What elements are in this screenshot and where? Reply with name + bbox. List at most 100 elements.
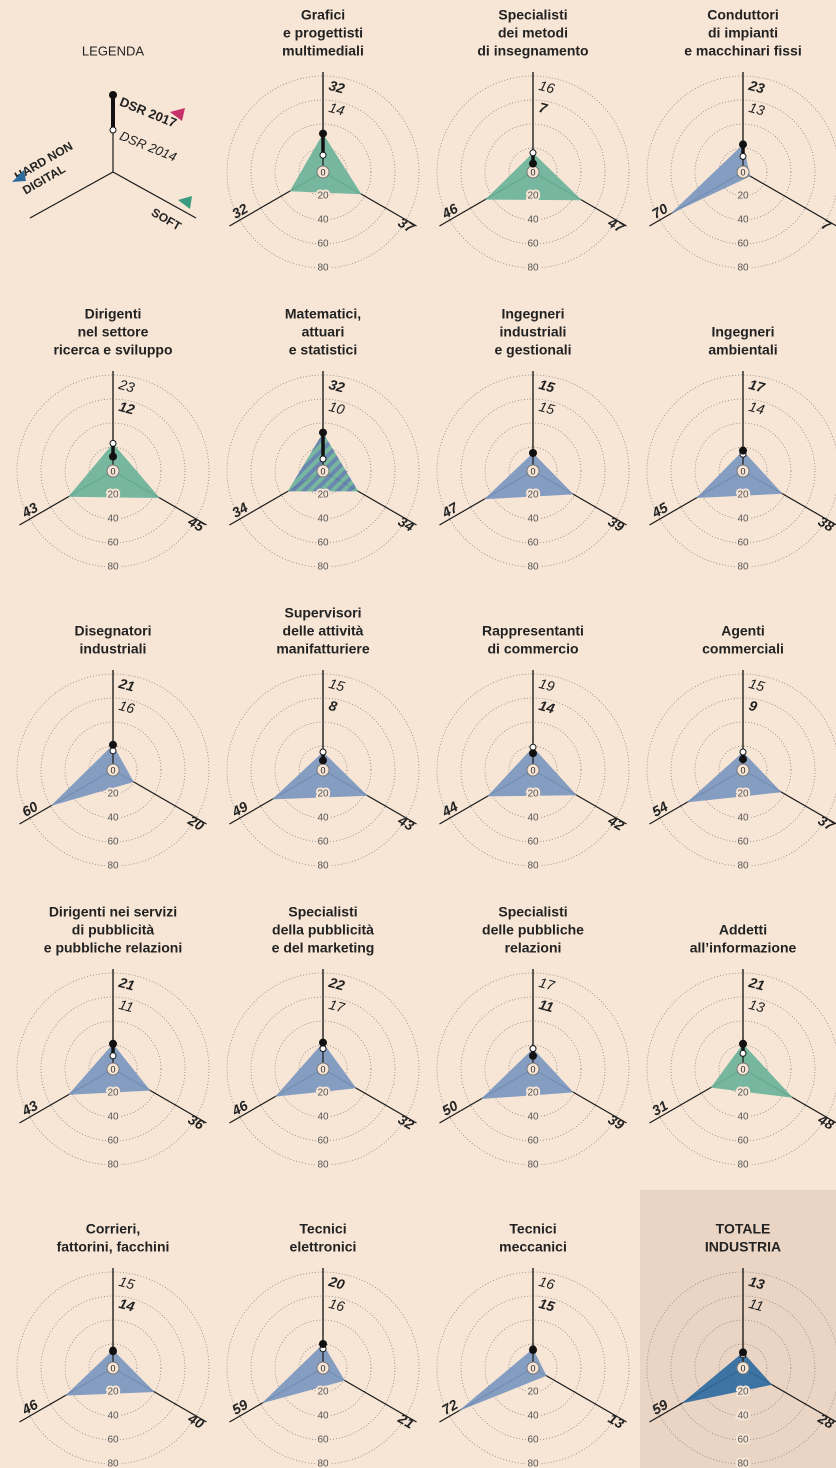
ring-label: 80 — [737, 1459, 749, 1468]
ring-label: 60 — [317, 1136, 329, 1147]
label-2017: 21 — [116, 675, 136, 695]
label-hard: 59 — [649, 1396, 671, 1418]
label-hard: 43 — [18, 1097, 41, 1119]
ring — [40, 996, 186, 1142]
label-2014: 16 — [117, 697, 136, 717]
ring — [88, 1044, 138, 1094]
legend-marker — [170, 108, 185, 121]
chart-title: e gestionali — [494, 342, 571, 358]
radar-area — [681, 1352, 773, 1404]
ring — [460, 398, 606, 544]
ring — [16, 972, 210, 1166]
radar-area — [710, 1043, 793, 1098]
chart-title: Ingegneri — [501, 306, 564, 322]
radar-chart: Grafici e progettisti multimediali 0 20 40 60 8… — [226, 7, 420, 276]
ring — [508, 1343, 558, 1393]
chart-title: Grafici — [301, 7, 345, 23]
chart-title: Tecnici — [509, 1221, 556, 1237]
chart-title: Agenti — [721, 623, 765, 639]
label-2014: 16 — [537, 77, 556, 97]
legend-axis — [112, 171, 197, 219]
ring — [718, 1044, 768, 1094]
label-2017: 7 — [537, 99, 550, 117]
label-2014: 15 — [327, 675, 346, 695]
dot-2017 — [319, 756, 327, 765]
label-hard: 34 — [229, 499, 251, 521]
label-2014: 14 — [747, 398, 766, 418]
chart-title: e macchinari fissi — [684, 43, 802, 59]
legend-dot — [109, 91, 117, 99]
label-2017: 23 — [746, 77, 766, 97]
ring — [298, 446, 348, 496]
ring-label: 40 — [527, 1411, 539, 1422]
center — [106, 1062, 120, 1076]
ring — [40, 1295, 186, 1441]
label-hard: 32 — [229, 200, 251, 222]
ring-label: 60 — [107, 837, 119, 848]
ring-label: 60 — [527, 538, 539, 549]
label-hard: 46 — [18, 1396, 41, 1418]
radar-chart: Dirigenti nel settore ricerca e sviluppo 0 2… — [16, 306, 210, 575]
chart-title: fattorini, facchini — [57, 1239, 170, 1255]
label-soft: 43 — [395, 812, 418, 834]
chart-title: di pubblicità — [72, 922, 155, 938]
ring — [670, 398, 816, 544]
ring-label: 40 — [737, 215, 749, 226]
ring — [250, 398, 396, 544]
label-2017: 11 — [537, 996, 555, 1015]
legend-2017: DSR 2017 — [118, 94, 179, 130]
label-hard: 43 — [18, 499, 41, 521]
dot-2014 — [319, 748, 327, 756]
chart-title: attuari — [302, 324, 345, 340]
chart-title: Disegnatori — [74, 623, 151, 639]
ring-label: 80 — [737, 562, 749, 573]
radar-area — [50, 744, 134, 806]
chart-title: multimediali — [282, 43, 364, 59]
chart-title: Matematici, — [285, 306, 361, 322]
ring — [646, 673, 836, 867]
ring-label: 20 — [527, 789, 539, 800]
label-2017: 13 — [747, 1273, 766, 1293]
label-2014: 19 — [537, 675, 556, 695]
center-label: 0 — [740, 765, 745, 775]
label-2017: 20 — [326, 1273, 346, 1293]
center — [526, 763, 540, 777]
label-2014: 16 — [327, 1295, 346, 1315]
ring-label: 20 — [737, 789, 749, 800]
label-hard: 72 — [439, 1396, 461, 1418]
radar-area — [484, 453, 574, 500]
radar-chart: TOTALE INDUSTRIA 0 20 40 60 80 13 11 59 28 — [646, 1221, 836, 1468]
radar-chart: Ingegneri industriali e gestionali 0 20 40 60 8… — [436, 306, 630, 575]
ring-label: 80 — [737, 1160, 749, 1171]
ring — [718, 147, 768, 197]
ring-label: 80 — [317, 1459, 329, 1468]
ring-label: 80 — [317, 562, 329, 573]
label-soft: 20 — [185, 812, 208, 834]
ring-label: 80 — [527, 562, 539, 573]
highlight-bg — [640, 1190, 836, 1468]
ring-label: 60 — [527, 1435, 539, 1446]
label-hard: 60 — [19, 798, 41, 820]
ring-label: 40 — [527, 215, 539, 226]
label-2017: 14 — [537, 697, 556, 717]
legend-2014: DSR 2014 — [118, 128, 179, 164]
ring — [436, 75, 630, 269]
ring-label: 60 — [737, 239, 749, 250]
ring-label: 60 — [527, 239, 539, 250]
legend-dot — [109, 126, 117, 134]
label-2017: 32 — [327, 77, 346, 97]
label-2014: 17 — [537, 974, 557, 994]
dot-2017 — [319, 129, 327, 138]
label-hard: 44 — [438, 798, 461, 820]
label-soft: 39 — [606, 513, 628, 535]
ring-label: 40 — [737, 514, 749, 525]
label-soft: 32 — [396, 1111, 418, 1133]
ring — [298, 1343, 348, 1393]
label-2017: 21 — [116, 974, 136, 994]
radar-chart: Conduttori di impianti e macchinari fissi 0… — [646, 7, 836, 276]
